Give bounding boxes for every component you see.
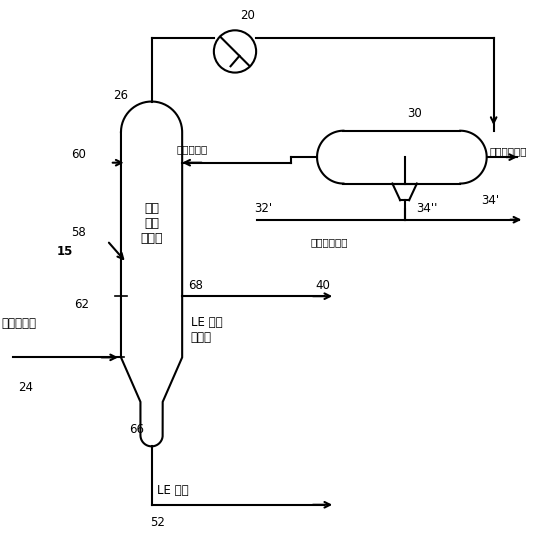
Text: 15: 15 (57, 245, 73, 258)
Text: 34': 34' (481, 194, 499, 207)
Text: 蒸気供給流: 蒸気供給流 (1, 318, 36, 330)
Text: LE 側流
生成物: LE 側流 生成物 (191, 316, 222, 344)
Text: 58: 58 (71, 226, 86, 239)
Text: 軽質相留出物: 軽質相留出物 (490, 146, 527, 157)
Text: LE 残渣: LE 残渣 (157, 484, 189, 498)
Text: 26: 26 (112, 89, 127, 102)
Text: 34'': 34'' (416, 202, 437, 215)
Text: 軽質
留分
カラム: 軽質 留分 カラム (140, 202, 163, 245)
Text: 32': 32' (254, 202, 273, 215)
Text: 52: 52 (150, 516, 164, 529)
Text: 重質相還流: 重質相還流 (177, 144, 208, 154)
Text: 30: 30 (408, 107, 422, 120)
Text: 20: 20 (240, 9, 255, 22)
Text: 60: 60 (71, 148, 86, 161)
Text: 62: 62 (74, 298, 89, 311)
Text: 24: 24 (18, 381, 33, 395)
Text: 66: 66 (129, 423, 144, 436)
Text: 40: 40 (316, 278, 330, 292)
Text: 68: 68 (188, 278, 202, 292)
Text: 重質相留出物: 重質相留出物 (310, 237, 348, 247)
